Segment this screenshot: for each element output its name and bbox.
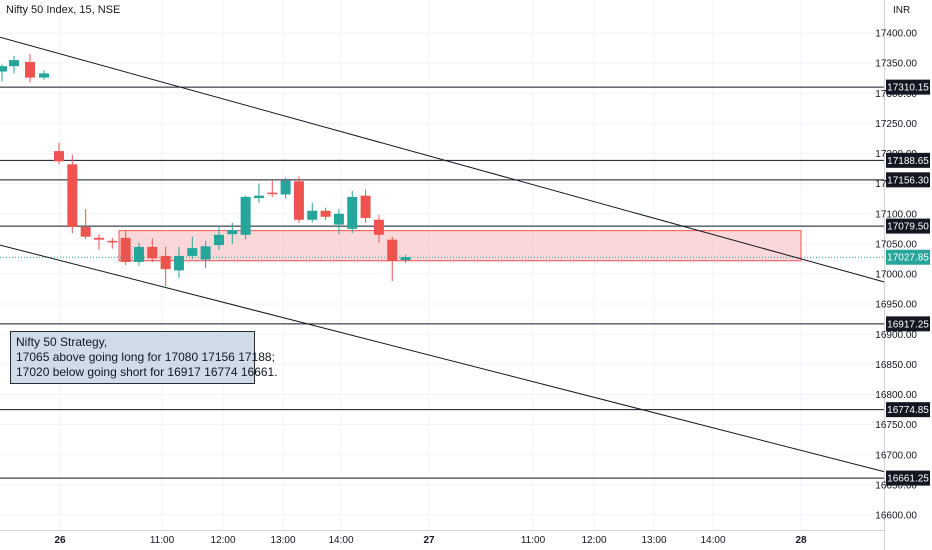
candle-body[interactable] xyxy=(307,210,318,220)
candle-body[interactable] xyxy=(147,246,158,259)
time-tick-label: 12:00 xyxy=(210,535,235,546)
candle-body[interactable] xyxy=(80,227,91,237)
time-tick-label: 26 xyxy=(54,535,66,546)
trendline[interactable] xyxy=(0,244,885,473)
candle-body[interactable] xyxy=(200,246,211,260)
price-tick-label: 16700.00 xyxy=(875,450,917,461)
candle-body[interactable] xyxy=(387,239,398,261)
price-level-tag-label: 17310.15 xyxy=(887,83,929,94)
time-tick-label: 13:00 xyxy=(641,535,666,546)
candle-body[interactable] xyxy=(240,196,251,235)
price-tick-label: 16800.00 xyxy=(875,390,917,401)
price-level-tag[interactable] xyxy=(886,470,930,486)
price-tick-label: 17350.00 xyxy=(875,59,917,70)
candle-body[interactable] xyxy=(187,248,198,256)
candle-body[interactable] xyxy=(120,237,131,262)
candle-body[interactable] xyxy=(293,181,304,220)
price-level-tag-label: 17188.65 xyxy=(887,156,929,167)
time-tick-label: 27 xyxy=(423,535,435,546)
price-level-tag[interactable] xyxy=(886,402,930,418)
trendline[interactable] xyxy=(0,36,885,283)
price-level-tag[interactable] xyxy=(886,218,930,234)
candle-body[interactable] xyxy=(253,195,264,199)
price-tick-label: 16900.00 xyxy=(875,330,917,341)
price-level-tag-label: 16917.25 xyxy=(887,319,929,330)
price-tick-label: 17250.00 xyxy=(875,119,917,130)
candle-body[interactable] xyxy=(320,210,331,217)
candle-body[interactable] xyxy=(0,66,7,72)
price-tick-label: 17100.00 xyxy=(875,209,917,220)
price-level-tag[interactable] xyxy=(886,172,930,188)
price-level-tag-label: 16661.25 xyxy=(887,474,929,485)
candle-body[interactable] xyxy=(133,246,144,262)
candle-body[interactable] xyxy=(25,61,35,78)
candle-body[interactable] xyxy=(160,255,171,270)
price-tick-label: 16650.00 xyxy=(875,480,917,491)
candle-body[interactable] xyxy=(373,219,384,235)
price-level-tag[interactable] xyxy=(886,316,930,332)
strategy-note-line: 17065 above going long for 17080 17156 1… xyxy=(16,350,275,364)
candle-body[interactable] xyxy=(360,195,371,218)
price-tick-label: 16750.00 xyxy=(875,420,917,431)
candle-body[interactable] xyxy=(67,164,78,228)
time-tick-label: 13:00 xyxy=(270,535,295,546)
time-tick-label: 14:00 xyxy=(328,535,353,546)
time-tick-label: 11:00 xyxy=(521,535,546,546)
price-level-tag[interactable] xyxy=(886,152,930,168)
last-price-tag-label: 17027.85 xyxy=(887,253,929,264)
price-tick-label: 17400.00 xyxy=(875,29,917,40)
time-tick-label: 28 xyxy=(795,535,807,546)
chart-title: Nifty 50 Index, 15, NSE xyxy=(6,4,121,16)
candle-body[interactable] xyxy=(107,240,118,243)
price-tick-label: 17050.00 xyxy=(875,239,917,250)
strategy-note-line: 17020 below going short for 16917 16774 … xyxy=(16,365,278,379)
price-tick-label: 16600.00 xyxy=(875,511,917,522)
strategy-note-line: Nifty 50 Strategy, xyxy=(16,335,108,349)
candle-body[interactable] xyxy=(9,60,19,67)
price-tick-label: 16950.00 xyxy=(875,300,917,311)
time-tick-label: 11:00 xyxy=(150,535,175,546)
candle-body[interactable] xyxy=(400,257,411,261)
price-level-tag-label: 17156.30 xyxy=(887,175,929,186)
candle-body[interactable] xyxy=(333,213,344,225)
candle-body[interactable] xyxy=(227,230,238,235)
candle-body[interactable] xyxy=(280,180,291,195)
time-tick-label: 12:00 xyxy=(581,535,606,546)
price-level-tag-label: 17079.50 xyxy=(887,222,929,233)
candle-body[interactable] xyxy=(213,234,224,246)
candle-body[interactable] xyxy=(54,151,64,162)
price-level-tag[interactable] xyxy=(886,79,930,95)
candle-body[interactable] xyxy=(93,237,104,240)
price-tick-label: 17000.00 xyxy=(875,270,917,281)
last-price-tag[interactable] xyxy=(886,249,930,265)
price-tick-label: 16850.00 xyxy=(875,360,917,371)
currency-label: INR xyxy=(893,5,910,16)
candle-body[interactable] xyxy=(347,196,358,229)
time-tick-label: 14:00 xyxy=(700,535,725,546)
strategy-note[interactable]: Nifty 50 Strategy, 17065 above going lon… xyxy=(10,331,278,384)
candle-body[interactable] xyxy=(267,192,278,195)
price-level-tag-label: 16774.85 xyxy=(887,405,929,416)
candle-body[interactable] xyxy=(173,255,184,271)
candle-body[interactable] xyxy=(39,73,49,78)
